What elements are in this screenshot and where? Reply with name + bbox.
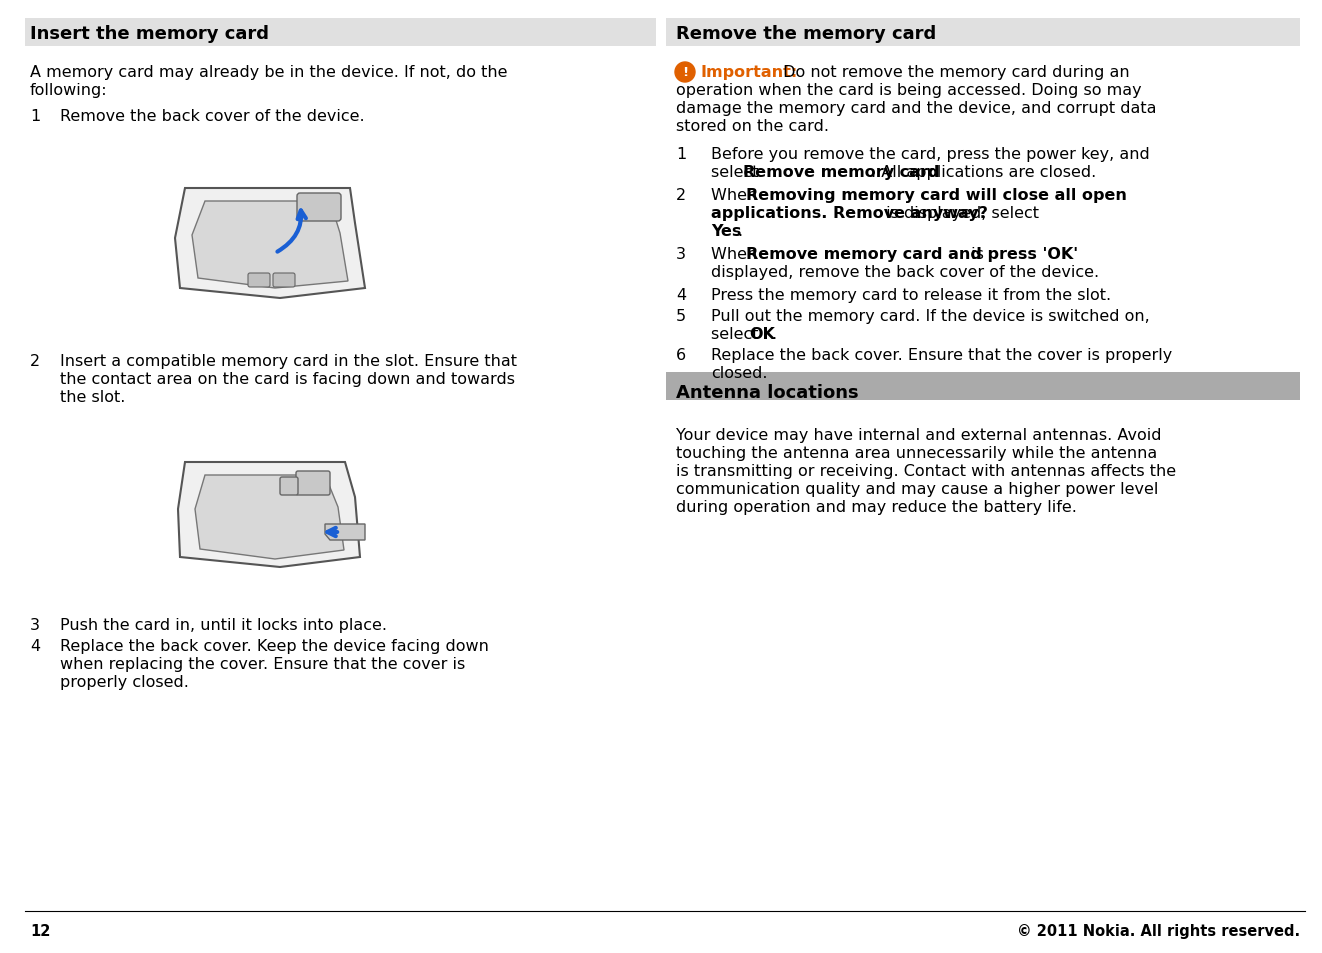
Polygon shape [192, 202, 348, 289]
Text: Remove memory card and press 'OK': Remove memory card and press 'OK' [746, 247, 1079, 262]
Text: 4: 4 [676, 288, 686, 303]
Circle shape [676, 63, 695, 83]
Text: is: is [966, 247, 984, 262]
Text: .: . [771, 327, 776, 341]
Text: 1: 1 [30, 109, 40, 124]
Text: communication quality and may cause a higher power level: communication quality and may cause a hi… [676, 481, 1158, 497]
Text: select: select [711, 327, 764, 341]
Text: when replacing the cover. Ensure that the cover is: when replacing the cover. Ensure that th… [59, 657, 465, 671]
Text: touching the antenna area unnecessarily while the antenna: touching the antenna area unnecessarily … [676, 446, 1157, 460]
Text: operation when the card is being accessed. Doing so may: operation when the card is being accesse… [676, 83, 1142, 98]
Text: 12: 12 [30, 923, 50, 938]
FancyBboxPatch shape [296, 472, 330, 496]
Text: 2: 2 [30, 354, 40, 369]
Text: Remove the back cover of the device.: Remove the back cover of the device. [59, 109, 365, 124]
Text: Do not remove the memory card during an: Do not remove the memory card during an [779, 65, 1129, 80]
FancyArrowPatch shape [278, 212, 305, 253]
Text: select: select [711, 165, 764, 180]
Text: properly closed.: properly closed. [59, 675, 189, 689]
Text: the slot.: the slot. [59, 390, 126, 405]
Text: Remove the memory card: Remove the memory card [676, 25, 936, 43]
Text: applications. Remove anyway?: applications. Remove anyway? [711, 206, 988, 221]
FancyArrowPatch shape [328, 528, 337, 537]
Text: displayed, remove the back cover of the device.: displayed, remove the back cover of the … [711, 265, 1099, 280]
Text: Press the memory card to release it from the slot.: Press the memory card to release it from… [711, 288, 1110, 303]
Polygon shape [325, 524, 365, 540]
Text: . All applications are closed.: . All applications are closed. [871, 165, 1096, 180]
Text: stored on the card.: stored on the card. [676, 119, 829, 133]
Text: When: When [711, 188, 763, 203]
Text: 4: 4 [30, 639, 40, 654]
Text: is transmitting or receiving. Contact with antennas affects the: is transmitting or receiving. Contact wi… [676, 463, 1177, 478]
Text: OK: OK [750, 327, 775, 341]
Text: Removing memory card will close all open: Removing memory card will close all open [746, 188, 1126, 203]
Text: closed.: closed. [711, 366, 768, 380]
Text: 3: 3 [30, 618, 40, 633]
Text: Insert a compatible memory card in the slot. Ensure that: Insert a compatible memory card in the s… [59, 354, 517, 369]
Bar [666, 19, 1300, 47]
Text: Before you remove the card, press the power key, and: Before you remove the card, press the po… [711, 147, 1150, 162]
Text: .: . [736, 224, 742, 239]
Text: Your device may have internal and external antennas. Avoid: Your device may have internal and extern… [676, 428, 1162, 442]
Text: © 2011 Nokia. All rights reserved.: © 2011 Nokia. All rights reserved. [1017, 923, 1300, 938]
Text: Remove memory card: Remove memory card [743, 165, 940, 180]
Text: the contact area on the card is facing down and towards: the contact area on the card is facing d… [59, 372, 516, 387]
FancyBboxPatch shape [297, 193, 341, 222]
Text: Replace the back cover. Ensure that the cover is properly: Replace the back cover. Ensure that the … [711, 348, 1173, 363]
Text: is displayed, select: is displayed, select [880, 206, 1039, 221]
FancyBboxPatch shape [280, 477, 297, 496]
FancyBboxPatch shape [274, 274, 295, 288]
Polygon shape [196, 476, 344, 559]
Text: 1: 1 [676, 147, 686, 162]
Text: damage the memory card and the device, and corrupt data: damage the memory card and the device, a… [676, 101, 1157, 116]
Text: Pull out the memory card. If the device is switched on,: Pull out the memory card. If the device … [711, 309, 1150, 324]
Text: Antenna locations: Antenna locations [676, 384, 858, 401]
Bar [25, 19, 656, 47]
Text: A memory card may already be in the device. If not, do the: A memory card may already be in the devi… [30, 65, 508, 80]
Text: following:: following: [30, 83, 107, 98]
FancyBboxPatch shape [249, 274, 270, 288]
Text: 2: 2 [676, 188, 686, 203]
Text: during operation and may reduce the battery life.: during operation and may reduce the batt… [676, 499, 1077, 515]
Text: Push the card in, until it locks into place.: Push the card in, until it locks into pl… [59, 618, 387, 633]
Text: 6: 6 [676, 348, 686, 363]
Text: !: ! [682, 67, 687, 79]
Polygon shape [178, 462, 360, 567]
Text: Important:: Important: [701, 65, 797, 80]
Text: 5: 5 [676, 309, 686, 324]
Text: Insert the memory card: Insert the memory card [30, 25, 268, 43]
Text: Replace the back cover. Keep the device facing down: Replace the back cover. Keep the device … [59, 639, 489, 654]
Text: 3: 3 [676, 247, 686, 262]
Text: Yes: Yes [711, 224, 742, 239]
Polygon shape [175, 189, 365, 298]
Text: When: When [711, 247, 763, 262]
Bar [666, 373, 1300, 400]
